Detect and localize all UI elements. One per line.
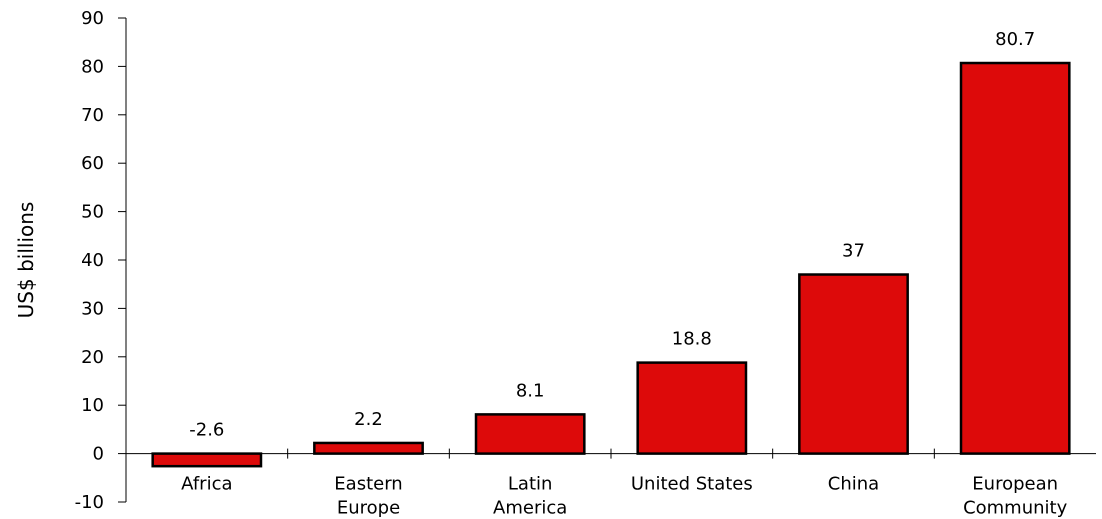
data-label: 2.2 [354,409,383,430]
data-label: 18.8 [672,329,712,350]
bar-united-states [636,361,748,455]
y-tick-label: 40 [81,250,104,271]
labels: -2.6 Africa 2.2 Eastern Europe 8.1 Latin Americ… [181,29,1067,519]
bar-latin-america [474,413,586,455]
bar-eastern-europe [313,441,424,455]
data-label: 8.1 [516,380,545,401]
data-label: 80.7 [995,29,1035,50]
bar-africa [151,452,263,468]
category-label: Latin [508,474,553,495]
y-tick-label: 20 [81,347,104,368]
y-tick-label: 0 [93,444,104,465]
bar-european-community [959,61,1071,455]
category-label: Europe [337,498,400,519]
y-tick-label: 90 [81,8,104,29]
category-label: Community [963,498,1068,519]
category-label: Eastern [334,474,402,495]
axes: -10 0 10 20 30 40 50 60 70 80 90 [75,8,1096,513]
data-label: -2.6 [189,420,224,441]
category-label: United States [631,474,753,495]
y-tick-label: 80 [81,56,104,77]
y-tick-label: 10 [81,395,104,416]
y-tick-label: -10 [75,492,104,513]
category-label: Africa [181,474,232,495]
y-tick-label: 70 [81,105,104,126]
y-axis-title: US$ billions [14,202,38,319]
y-tick-label: 50 [81,202,104,223]
category-label: European [972,474,1058,495]
y-tick-label: 30 [81,298,104,319]
data-label: 37 [842,241,865,262]
bars [151,61,1071,468]
bar-china [798,273,909,455]
category-label: America [493,498,567,519]
y-tick-label: 60 [81,153,104,174]
category-label: China [828,474,879,495]
